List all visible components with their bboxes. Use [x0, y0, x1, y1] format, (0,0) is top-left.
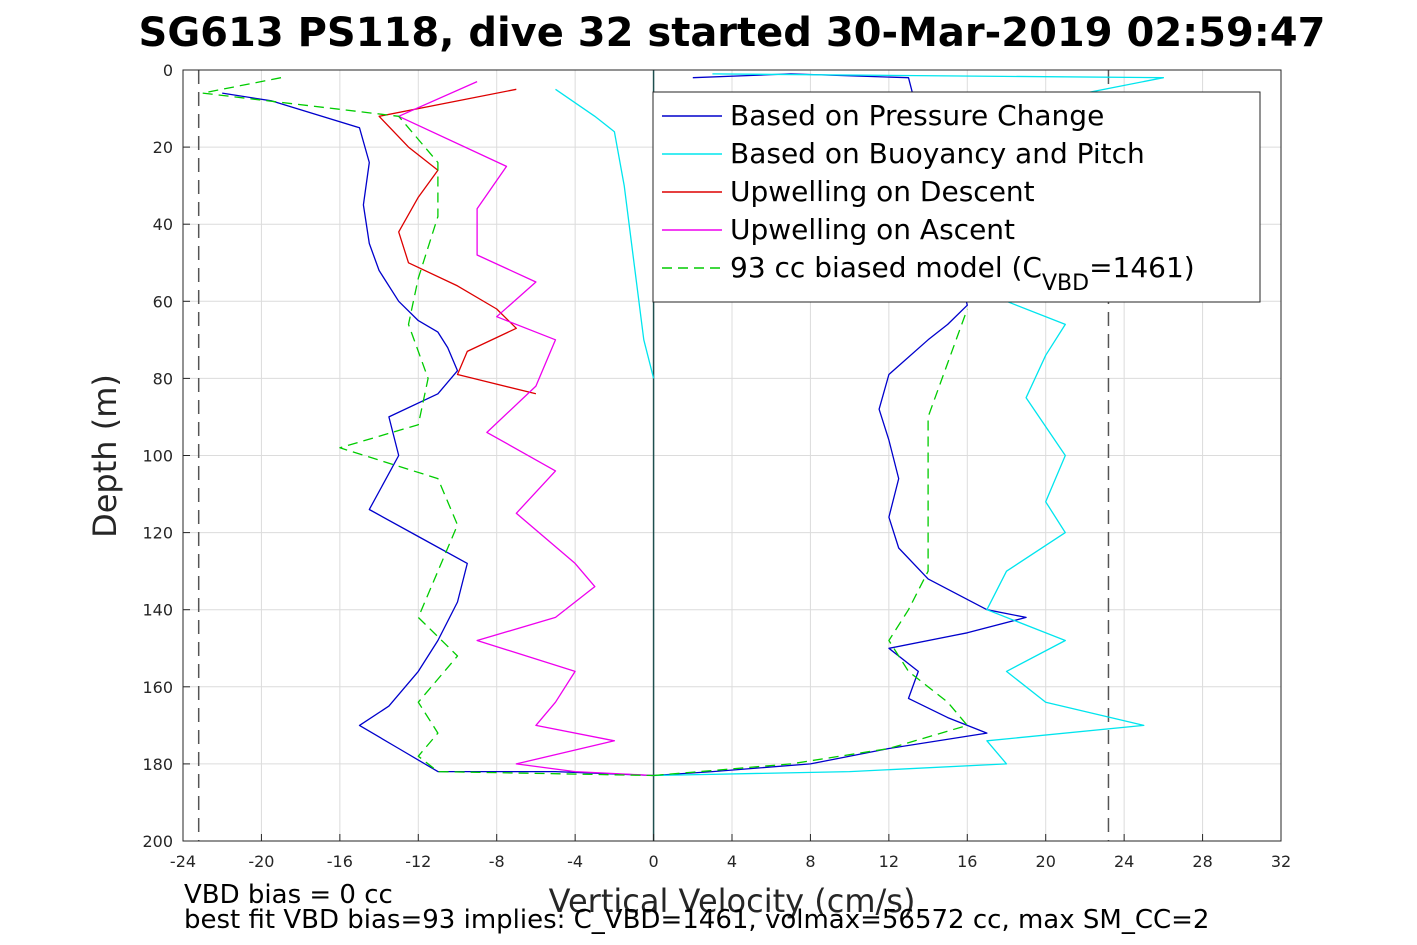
y-tick-label: 180 [142, 755, 173, 774]
legend-label: 93 cc biased model (CVBD=1461) [730, 251, 1195, 296]
x-tick-label: -24 [170, 852, 196, 871]
x-tick-label: -4 [567, 852, 583, 871]
legend-label: Upwelling on Ascent [730, 213, 1015, 246]
x-tick-label: 20 [1036, 852, 1056, 871]
y-tick-label: 60 [153, 292, 173, 311]
series-line [222, 92, 654, 777]
x-tick-label: 28 [1192, 852, 1212, 871]
footnote-best-fit: best fit VBD bias=93 implies: C_VBD=1461… [184, 905, 1209, 935]
chart-title: SG613 PS118, dive 32 started 30-Mar-2019… [139, 10, 1326, 56]
x-tick-label: 8 [805, 852, 815, 871]
y-tick-label: 80 [153, 369, 173, 388]
legend: Based on Pressure Change Based on Buoyanc… [652, 91, 1261, 303]
x-tick-label: 4 [727, 852, 737, 871]
legend-label: Based on Buoyancy and Pitch [730, 137, 1145, 170]
y-axis-label: Depth (m) [86, 374, 124, 538]
y-tick-label: 160 [142, 678, 173, 697]
x-tick-label: -12 [405, 852, 431, 871]
x-tick-label: 12 [879, 852, 899, 871]
series-line [555, 88, 655, 379]
y-tick-label: 40 [153, 215, 173, 234]
legend-box [652, 91, 1261, 303]
x-tick-label: 24 [1114, 852, 1134, 871]
x-tick-label: -8 [489, 852, 505, 871]
series-line [653, 308, 968, 777]
x-axis-label: Vertical Velocity (cm/s) [549, 882, 916, 920]
series-line [398, 81, 654, 777]
footnote-vbd-bias: VBD bias = 0 cc [184, 880, 393, 910]
data-lines [197, 70, 1165, 841]
y-tick-label: 120 [142, 524, 173, 543]
y-tick-label: 140 [142, 601, 173, 620]
x-tick-label: 16 [957, 852, 977, 871]
x-tick-label: -16 [327, 852, 353, 871]
legend-label: Based on Pressure Change [730, 99, 1104, 132]
series-line [201, 77, 654, 777]
x-tick-label: 0 [648, 852, 658, 871]
x-tick-label: -20 [248, 852, 274, 871]
tick-labels: -24 -20 -16 -12 -8 -4 0 4 8 12 16 20 24 28 32 0 20 40 60 80… [142, 61, 1291, 871]
series-line [653, 73, 1027, 777]
series-line [378, 88, 537, 395]
y-tick-label: 20 [153, 138, 173, 157]
y-tick-label: 0 [163, 61, 173, 80]
y-tick-label: 200 [142, 832, 173, 851]
y-tick-label: 100 [142, 447, 173, 466]
legend-label: Upwelling on Descent [730, 175, 1035, 208]
x-tick-label: 32 [1271, 852, 1291, 871]
